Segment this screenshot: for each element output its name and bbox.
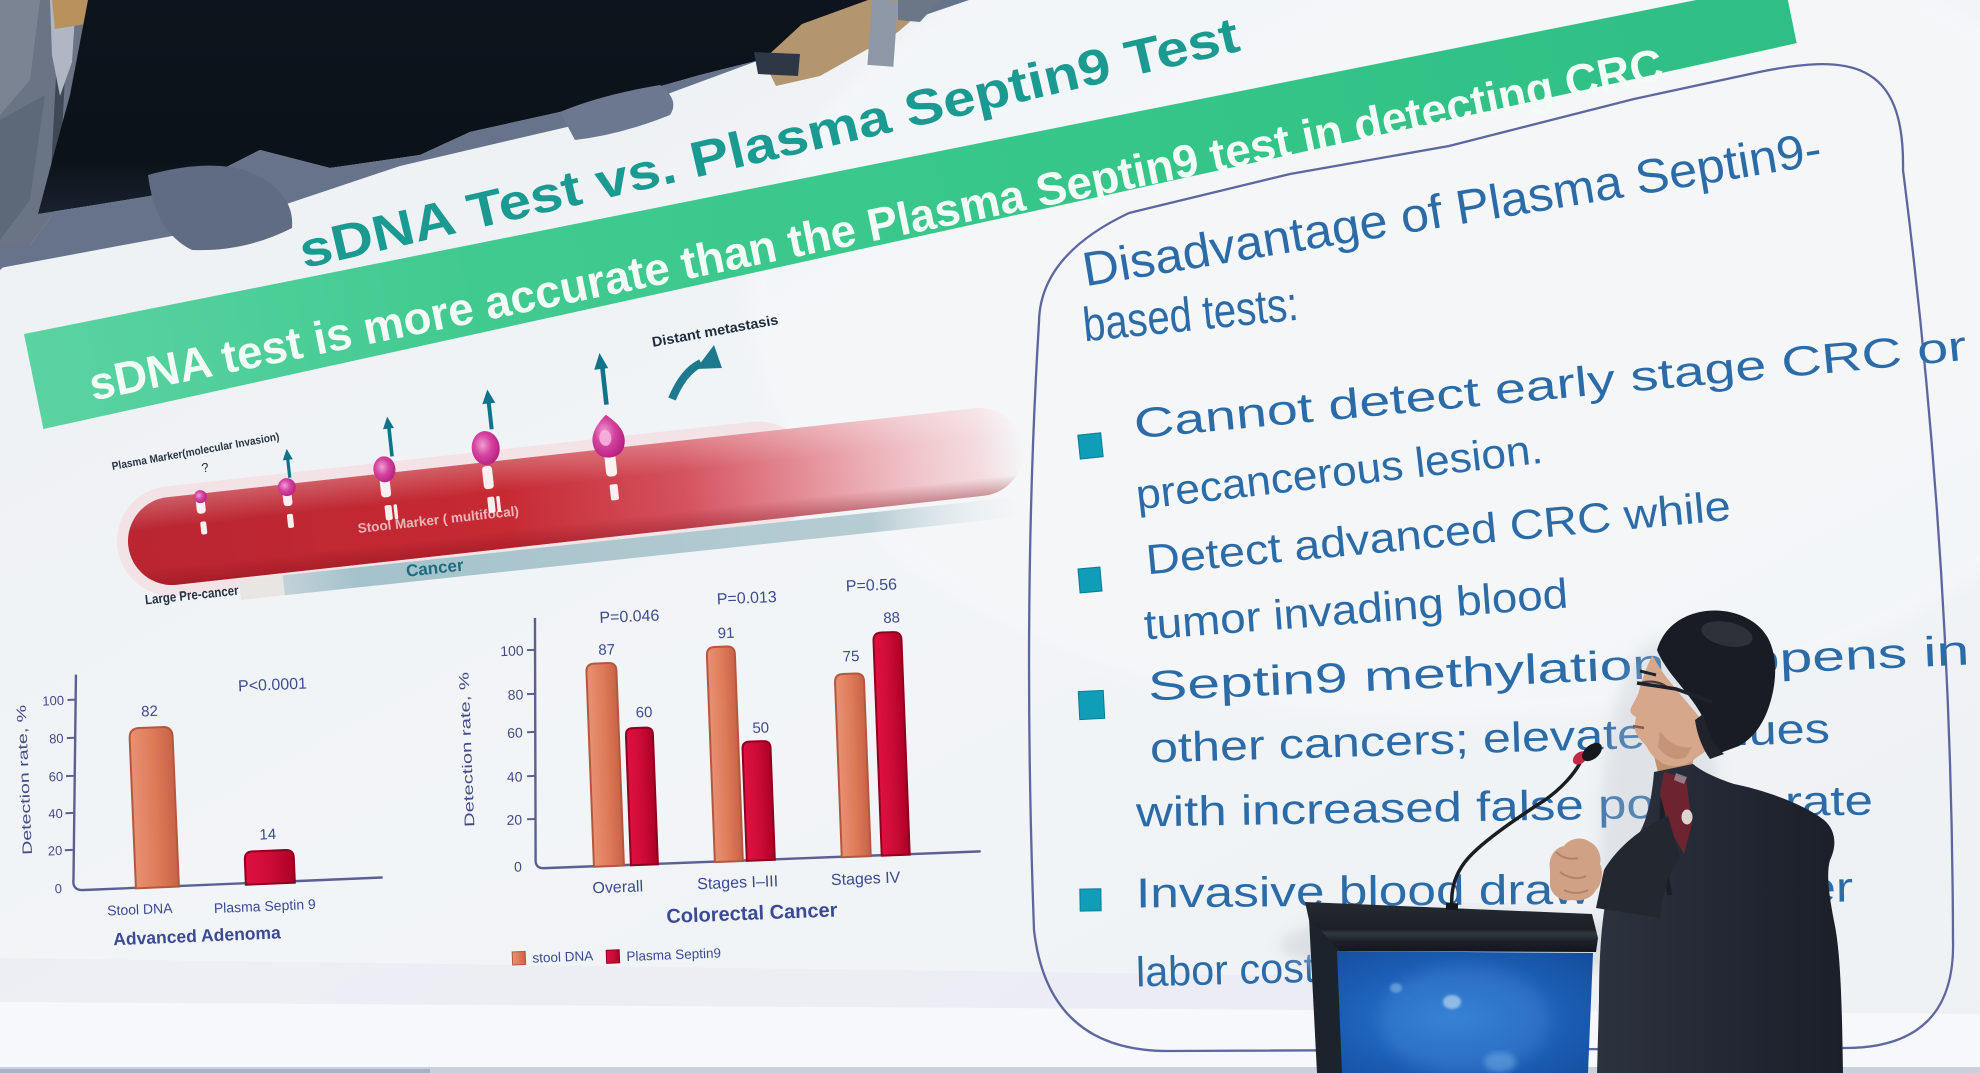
svg-text:75: 75 [842,648,859,666]
svg-text:?: ? [200,459,210,475]
svg-text:80: 80 [507,686,523,703]
svg-text:Detection rate, %: Detection rate, % [14,705,35,855]
svg-text:P=0.56: P=0.56 [845,576,897,595]
svg-text:60: 60 [507,724,523,741]
svg-text:40: 40 [48,806,63,822]
svg-text:20: 20 [506,811,522,828]
svg-text:40: 40 [507,768,523,785]
svg-text:50: 50 [752,719,769,737]
svg-text:100: 100 [42,693,64,709]
svg-text:100: 100 [500,642,524,659]
svg-text:P=0.013: P=0.013 [716,589,777,608]
svg-text:87: 87 [598,641,615,659]
svg-text:P=0.046: P=0.046 [599,608,660,627]
svg-text:stool DNA: stool DNA [532,948,593,965]
svg-text:0: 0 [514,858,523,874]
svg-text:P<0.0001: P<0.0001 [238,675,308,695]
svg-text:60: 60 [48,769,63,785]
svg-text:Stages I–III: Stages I–III [697,873,779,893]
svg-text:Overall: Overall [592,878,643,897]
svg-text:91: 91 [717,625,734,643]
svg-text:0: 0 [54,881,62,896]
svg-text:14: 14 [259,826,276,844]
svg-text:Plasma Septin9: Plasma Septin9 [626,945,721,964]
svg-text:Detection rate, %: Detection rate, % [455,672,477,828]
svg-text:60: 60 [635,704,652,722]
svg-text:80: 80 [49,731,64,747]
svg-text:82: 82 [141,703,158,721]
svg-text:88: 88 [883,609,900,627]
svg-text:Stages IV: Stages IV [831,869,901,889]
svg-text:Stool DNA: Stool DNA [107,900,174,919]
svg-text:Plasma Septin 9: Plasma Septin 9 [214,896,317,916]
svg-text:20: 20 [48,843,63,859]
